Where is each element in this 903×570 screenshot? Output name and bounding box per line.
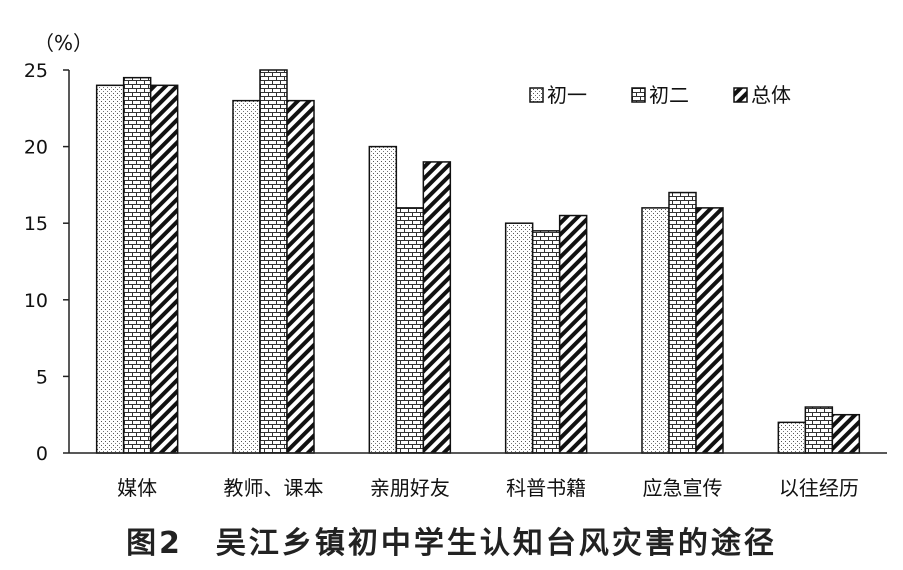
bar-hatch [558,214,588,454]
bar-bricks [259,69,288,454]
legend-label: 总体 [751,83,791,107]
bar-hatch [422,161,452,454]
bar-bricks [122,76,152,454]
legend-swatch-bricks [631,87,646,103]
legend-swatch-hatch [733,87,748,103]
figure-caption: 图2 吴江乡镇初中学生认知台风灾害的途径 [126,526,777,561]
bar-bricks [668,191,697,454]
y-tick-label: 0 [36,443,48,465]
bar-bricks [531,230,561,454]
x-tick-label: 以往经历 [779,476,859,500]
bar-hatch [695,207,724,454]
legend-label: 初二 [649,83,689,107]
x-axis: 媒体 教师、课本 亲朋好友 科普书籍 应急宣传 以往经历 [117,476,859,500]
legend-label: 初一 [547,83,587,107]
y-tick-label: 15 [24,213,48,235]
x-tick-label: 亲朋好友 [370,476,450,500]
x-tick-label: 媒体 [117,476,157,500]
x-tick-label: 应急宣传 [643,476,723,500]
bar-dots [368,145,398,454]
y-axis: 0 5 10 15 20 25 [24,60,69,465]
bar-hatch [149,84,179,454]
y-tick-label: 5 [36,366,48,388]
bar-dots [777,421,807,454]
y-tick-label: 25 [24,60,48,82]
y-tick-label: 20 [24,137,48,159]
bars [95,69,861,454]
bar-hatch [831,413,861,454]
legend-swatch-dots [529,87,544,103]
y-axis-unit: （%） [34,31,93,55]
bar-bricks [804,406,834,454]
bar-dots [504,222,534,454]
y-tick-label: 10 [24,290,48,312]
chart: （%） 0 5 10 15 20 25 媒体 教师、课本 亲朋好友 科普书籍 应急宣传 以往经历 初… [24,31,887,500]
x-tick-label: 科普书籍 [506,476,586,500]
legend: 初一 初二 总体 [529,83,791,107]
bar-bricks [395,207,425,454]
bar-dots [95,84,125,454]
bar-hatch [286,99,315,454]
bar-dots [232,99,261,454]
x-tick-label: 教师、课本 [224,476,324,500]
bar-dots [641,207,670,454]
